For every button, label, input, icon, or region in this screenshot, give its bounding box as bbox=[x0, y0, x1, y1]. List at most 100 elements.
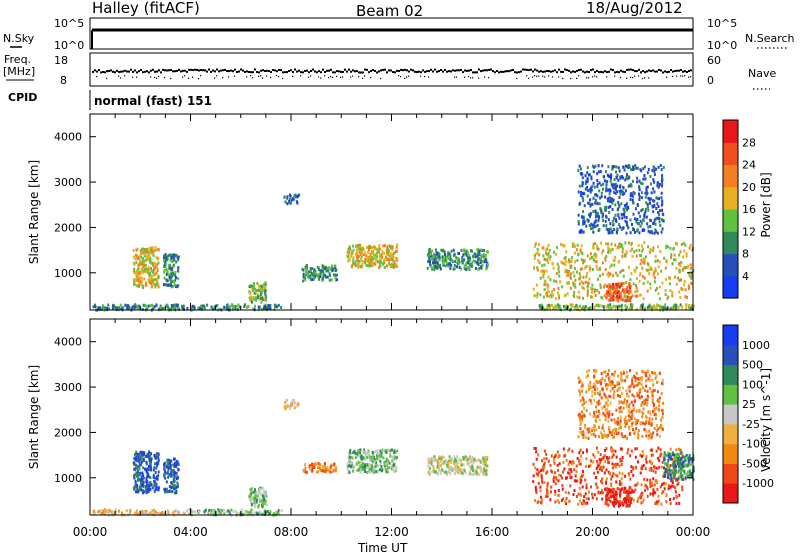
range-cell bbox=[612, 274, 615, 278]
range-cell bbox=[661, 281, 664, 285]
range-cell bbox=[589, 186, 592, 190]
range-cell bbox=[612, 304, 615, 308]
range-cell bbox=[328, 272, 331, 276]
range-cell bbox=[546, 494, 549, 498]
range-cell bbox=[275, 511, 278, 514]
freq-point bbox=[298, 69, 300, 72]
range-cell bbox=[617, 245, 620, 249]
range-cell bbox=[630, 168, 633, 172]
range-cell bbox=[388, 466, 391, 470]
range-cell bbox=[664, 482, 667, 486]
nave-point bbox=[680, 75, 682, 77]
range-cell bbox=[347, 259, 350, 263]
range-cell bbox=[153, 277, 156, 281]
range-cell bbox=[608, 456, 611, 460]
range-cell bbox=[679, 250, 682, 254]
range-cell bbox=[545, 251, 548, 255]
range-cell bbox=[605, 255, 608, 258]
range-cell bbox=[646, 280, 649, 284]
range-cell bbox=[654, 276, 656, 280]
range-cell bbox=[586, 293, 589, 297]
freq-strip-frame bbox=[89, 52, 694, 87]
range-cell bbox=[336, 278, 339, 282]
range-cell bbox=[567, 449, 570, 453]
nave-point bbox=[592, 76, 594, 78]
nave-point bbox=[570, 77, 572, 80]
range-cell bbox=[561, 484, 564, 488]
range-cell bbox=[428, 247, 431, 251]
range-cell bbox=[145, 491, 148, 494]
range-cell bbox=[470, 249, 473, 253]
range-cell bbox=[326, 275, 329, 279]
range-cell bbox=[545, 457, 548, 461]
range-cell bbox=[536, 266, 539, 270]
freq-point bbox=[636, 70, 638, 73]
range-cell bbox=[583, 287, 585, 291]
range-cell bbox=[628, 284, 630, 288]
range-cell bbox=[574, 260, 577, 264]
range-cell bbox=[277, 509, 280, 512]
range-cell bbox=[578, 272, 581, 276]
range-cell bbox=[138, 452, 141, 456]
range-cell bbox=[145, 460, 148, 464]
range-cell bbox=[552, 266, 555, 270]
range-cell bbox=[293, 194, 296, 198]
range-cell bbox=[152, 273, 155, 277]
freq-point bbox=[320, 71, 322, 74]
range-cell bbox=[691, 248, 694, 252]
freq-point bbox=[350, 70, 352, 73]
freq-point bbox=[274, 69, 276, 72]
range-cell bbox=[445, 463, 448, 467]
range-cell bbox=[355, 469, 358, 473]
range-cell bbox=[170, 274, 173, 278]
range-cell bbox=[182, 512, 185, 516]
range-cell bbox=[572, 461, 575, 465]
range-cell bbox=[683, 469, 686, 473]
freq-point bbox=[152, 68, 154, 71]
colorbar-swatch bbox=[723, 186, 738, 210]
range-cell bbox=[654, 228, 657, 232]
range-cell bbox=[677, 460, 680, 464]
range-cell bbox=[582, 217, 585, 221]
range-cell bbox=[479, 460, 482, 464]
range-cell bbox=[482, 473, 485, 476]
range-cell bbox=[657, 304, 660, 308]
range-cell bbox=[259, 285, 262, 289]
range-cell bbox=[545, 282, 548, 286]
range-cell bbox=[662, 481, 665, 485]
range-cell bbox=[616, 462, 619, 466]
range-cell bbox=[264, 290, 267, 294]
range-cell bbox=[652, 469, 655, 473]
freq-point bbox=[506, 70, 508, 73]
nave-point bbox=[532, 76, 534, 78]
range-cell bbox=[614, 290, 617, 294]
range-cell bbox=[144, 484, 147, 488]
range-cell bbox=[608, 188, 611, 192]
freq-point bbox=[430, 68, 432, 71]
range-cell bbox=[596, 172, 599, 176]
range-cell bbox=[532, 480, 535, 484]
range-cell bbox=[533, 257, 536, 260]
range-cell bbox=[477, 248, 480, 251]
range-cell bbox=[671, 262, 674, 266]
nsearch-label: N.Search bbox=[745, 32, 795, 45]
range-cell bbox=[628, 295, 631, 299]
range-cell bbox=[335, 466, 338, 470]
range-cell bbox=[119, 303, 122, 307]
range-cell bbox=[310, 270, 313, 274]
range-cell bbox=[215, 304, 218, 308]
range-cell bbox=[618, 216, 621, 220]
range-cell bbox=[675, 465, 677, 469]
range-cell bbox=[689, 243, 692, 247]
range-cell bbox=[140, 488, 143, 492]
range-cell bbox=[638, 390, 641, 394]
range-cell bbox=[546, 304, 549, 308]
range-cell bbox=[592, 242, 595, 246]
range-cell bbox=[597, 247, 600, 251]
range-cell bbox=[655, 500, 658, 504]
range-cell bbox=[132, 461, 135, 465]
range-cell bbox=[253, 498, 256, 502]
range-cell bbox=[619, 297, 622, 301]
range-cell bbox=[486, 266, 489, 270]
range-cell bbox=[428, 255, 431, 259]
